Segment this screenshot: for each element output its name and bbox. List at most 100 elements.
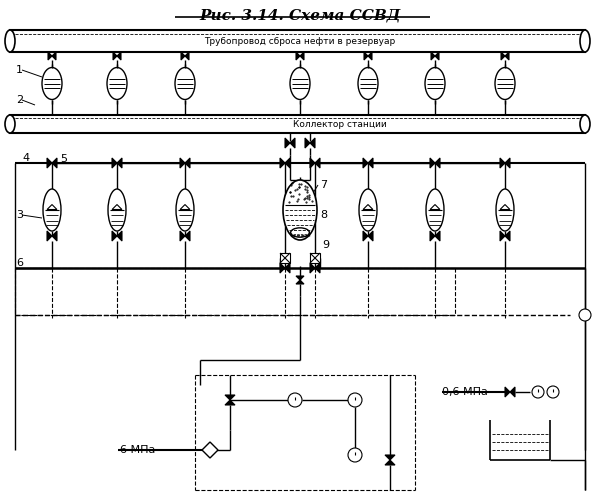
Text: 0,6 МПа: 0,6 МПа [442,387,488,397]
Polygon shape [364,52,368,60]
Polygon shape [181,52,185,60]
Bar [310,253,320,263]
Polygon shape [296,52,300,60]
Bar [10,30,585,52]
Polygon shape [431,52,435,60]
Polygon shape [500,158,505,168]
Circle shape [579,309,591,321]
Polygon shape [52,158,57,168]
Circle shape [532,386,544,398]
Polygon shape [296,280,304,284]
Polygon shape [368,158,373,168]
Polygon shape [285,263,290,273]
Polygon shape [180,205,190,210]
Ellipse shape [42,67,62,99]
Polygon shape [430,158,435,168]
Ellipse shape [425,67,445,99]
Polygon shape [202,442,218,458]
Polygon shape [185,231,190,241]
Polygon shape [368,231,373,241]
Ellipse shape [426,189,444,231]
Polygon shape [505,158,510,168]
Polygon shape [385,455,395,460]
Polygon shape [505,52,509,60]
Polygon shape [300,52,304,60]
Ellipse shape [290,67,310,99]
Text: 3: 3 [16,210,23,220]
Polygon shape [52,231,57,241]
Polygon shape [185,158,190,168]
Polygon shape [117,231,122,241]
Polygon shape [47,205,57,210]
Polygon shape [47,158,52,168]
Polygon shape [280,158,285,168]
Polygon shape [363,205,373,210]
Polygon shape [500,231,505,241]
Ellipse shape [283,180,317,240]
Polygon shape [47,231,52,241]
Ellipse shape [107,67,127,99]
Ellipse shape [580,115,590,133]
Polygon shape [430,231,435,241]
Polygon shape [500,205,510,210]
Polygon shape [113,52,117,60]
Polygon shape [112,231,117,241]
Text: 1: 1 [16,65,23,75]
Polygon shape [180,231,185,241]
Polygon shape [430,205,440,210]
Text: 4: 4 [23,153,30,163]
Polygon shape [435,158,440,168]
Text: 7: 7 [320,180,327,190]
Text: 5: 5 [60,154,67,164]
Bar [10,115,585,133]
Text: 6: 6 [16,258,23,268]
Polygon shape [117,52,121,60]
Polygon shape [48,52,52,60]
Ellipse shape [108,189,126,231]
Text: 9: 9 [322,240,329,250]
Polygon shape [385,460,395,465]
Ellipse shape [580,30,590,52]
Polygon shape [435,231,440,241]
Text: 2: 2 [16,95,23,105]
Text: Трубопровод сброса нефти в резервуар: Трубопровод сброса нефти в резервуар [205,36,395,45]
Text: 6 МПа: 6 МПа [119,445,155,455]
Polygon shape [363,231,368,241]
Text: 8: 8 [320,210,327,220]
Polygon shape [180,158,185,168]
Ellipse shape [496,189,514,231]
Circle shape [348,393,362,407]
Polygon shape [280,263,285,273]
Ellipse shape [176,189,194,231]
Polygon shape [510,387,515,397]
Polygon shape [363,158,368,168]
Polygon shape [285,138,290,148]
Polygon shape [185,52,189,60]
Ellipse shape [358,67,378,99]
Polygon shape [285,158,290,168]
Polygon shape [501,52,505,60]
Polygon shape [225,395,235,400]
Ellipse shape [495,67,515,99]
Polygon shape [52,52,56,60]
Polygon shape [310,138,315,148]
Bar [280,253,290,263]
Ellipse shape [5,30,15,52]
Polygon shape [112,158,117,168]
Ellipse shape [43,189,61,231]
Polygon shape [435,52,439,60]
Ellipse shape [5,115,15,133]
Polygon shape [505,231,510,241]
Ellipse shape [359,189,377,231]
Polygon shape [225,400,235,405]
Polygon shape [310,263,315,273]
Text: Коллектор станции: Коллектор станции [293,119,387,129]
Polygon shape [296,276,304,280]
Circle shape [547,386,559,398]
Ellipse shape [175,67,195,99]
Polygon shape [310,158,315,168]
Circle shape [348,448,362,462]
Polygon shape [505,387,510,397]
Polygon shape [112,205,122,210]
Polygon shape [117,158,122,168]
